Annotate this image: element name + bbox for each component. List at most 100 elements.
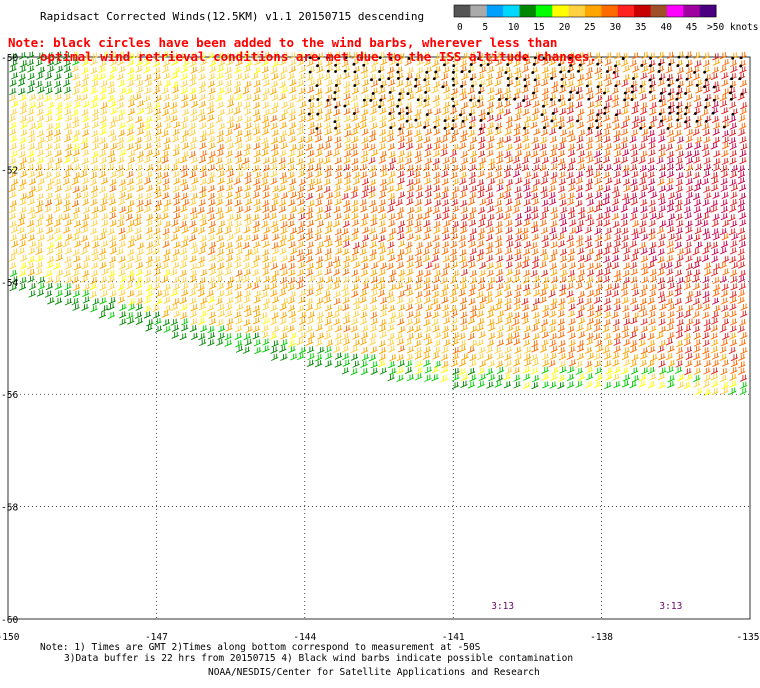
wind-barb bbox=[18, 163, 26, 171]
wind-barb bbox=[595, 73, 603, 81]
wind-barb bbox=[362, 226, 370, 234]
legend-swatch bbox=[568, 5, 586, 17]
wind-barb bbox=[27, 226, 36, 235]
wind-barb bbox=[443, 317, 451, 325]
wind-barb bbox=[198, 114, 207, 122]
wind-barb bbox=[144, 192, 152, 200]
wind-barb bbox=[532, 143, 540, 151]
wind-barb bbox=[387, 374, 395, 382]
wind-barb bbox=[386, 248, 395, 256]
wind-barb bbox=[35, 143, 43, 151]
wind-barb bbox=[126, 178, 135, 186]
wind-barb bbox=[649, 275, 658, 283]
contamination-dot bbox=[722, 125, 726, 129]
wind-barb bbox=[460, 374, 469, 382]
wind-barb bbox=[11, 178, 19, 186]
wind-barb bbox=[458, 289, 466, 297]
wind-barb bbox=[368, 143, 376, 151]
wind-barb bbox=[135, 115, 143, 124]
wind-barb bbox=[162, 233, 170, 242]
wind-barb bbox=[208, 164, 216, 172]
wind-barb bbox=[368, 338, 376, 346]
wind-barb bbox=[306, 59, 314, 67]
contamination-dot bbox=[685, 77, 689, 81]
wind-barb bbox=[73, 80, 82, 89]
wind-barb bbox=[261, 128, 270, 136]
wind-barb bbox=[126, 115, 134, 123]
wind-barb bbox=[622, 101, 630, 109]
wind-barb bbox=[279, 263, 287, 271]
wind-barb bbox=[461, 353, 469, 361]
wind-barb bbox=[406, 374, 415, 382]
wind-barb bbox=[252, 226, 260, 234]
wind-barb bbox=[494, 380, 502, 388]
legend-tick-label: 35 bbox=[635, 22, 646, 33]
wind-barb bbox=[65, 276, 73, 284]
wind-barb bbox=[296, 122, 305, 130]
wind-barb bbox=[18, 150, 26, 158]
wind-barb bbox=[721, 142, 730, 150]
contamination-dot bbox=[684, 120, 688, 124]
wind-barb bbox=[676, 311, 684, 319]
wind-barb bbox=[523, 58, 531, 66]
wind-barb bbox=[306, 233, 314, 241]
wind-barb bbox=[127, 199, 135, 208]
contamination-dot bbox=[712, 85, 716, 89]
wind-barb bbox=[326, 192, 334, 200]
wind-barb bbox=[27, 65, 35, 73]
wind-barb bbox=[541, 353, 550, 361]
wind-barb bbox=[109, 185, 117, 193]
wind-barb bbox=[414, 346, 422, 355]
wind-barb bbox=[261, 66, 269, 74]
wind-barb bbox=[523, 199, 531, 207]
wind-barb bbox=[567, 122, 575, 130]
wind-barb bbox=[434, 108, 442, 116]
wind-barb bbox=[208, 171, 216, 180]
wind-barb bbox=[271, 102, 279, 110]
wind-barb bbox=[91, 248, 99, 256]
wind-barb bbox=[683, 333, 692, 341]
wind-barb bbox=[504, 304, 512, 312]
wind-barb bbox=[189, 136, 198, 144]
wind-barb bbox=[377, 289, 386, 298]
wind-barb bbox=[604, 242, 612, 250]
wind-barb bbox=[145, 261, 153, 269]
wind-barb bbox=[623, 247, 631, 255]
wind-barb bbox=[667, 192, 676, 200]
wind-barb bbox=[350, 191, 358, 199]
wind-barb bbox=[440, 353, 449, 362]
wind-barb bbox=[676, 136, 685, 144]
wind-barb bbox=[325, 86, 333, 94]
wind-barb bbox=[297, 185, 305, 194]
legend-tick-label: 0 bbox=[457, 22, 463, 33]
wind-barb bbox=[431, 59, 440, 67]
wind-barb bbox=[89, 291, 97, 299]
wind-barb bbox=[477, 150, 486, 158]
wind-barb bbox=[657, 192, 666, 201]
wind-barb bbox=[80, 184, 89, 193]
wind-barb bbox=[98, 186, 107, 194]
wind-barb bbox=[360, 332, 369, 340]
wind-barb bbox=[584, 254, 592, 263]
wind-barb bbox=[479, 157, 487, 165]
wind-barb bbox=[719, 65, 727, 73]
wind-barb bbox=[658, 262, 667, 270]
wind-barb bbox=[685, 296, 693, 304]
wind-barb bbox=[287, 220, 295, 228]
wind-barb bbox=[396, 129, 405, 137]
wind-barb bbox=[521, 135, 530, 143]
wind-barb bbox=[649, 373, 657, 381]
wind-barb bbox=[612, 282, 620, 291]
wind-barb bbox=[468, 129, 476, 137]
wind-barb bbox=[335, 325, 343, 333]
wind-barb bbox=[575, 177, 584, 185]
wind-barb bbox=[406, 289, 414, 297]
wind-barb bbox=[584, 346, 593, 354]
wind-barb bbox=[188, 150, 197, 159]
wind-barb bbox=[647, 366, 656, 375]
wind-barb bbox=[360, 346, 369, 355]
wind-barb bbox=[468, 261, 476, 269]
wind-barb bbox=[531, 345, 539, 353]
wind-barb bbox=[451, 338, 459, 346]
wind-barb bbox=[621, 325, 629, 333]
